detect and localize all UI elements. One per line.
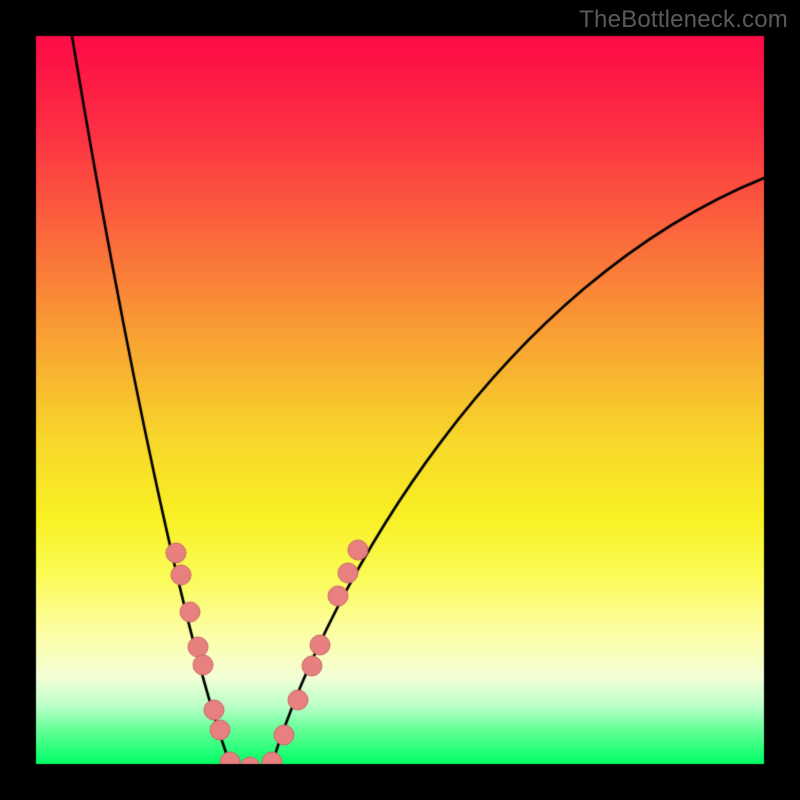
chart-container: TheBottleneck.com (0, 0, 800, 800)
watermark-text: TheBottleneck.com (579, 6, 788, 34)
bottleneck-chart-canvas (0, 0, 800, 800)
